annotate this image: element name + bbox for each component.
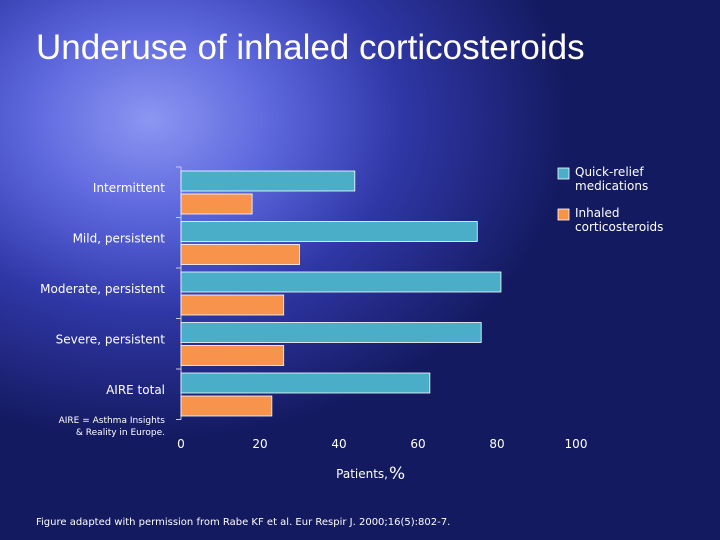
legend-label-0-line-0: Quick-relief [575,165,644,179]
category-labels: Intermittent Mild, persistent Moderate, pe… [40,181,165,397]
legend-label-1-line-1: corticosteroids [575,220,663,234]
legend-label-0-line-1: medications [575,179,648,193]
chart-axes [176,166,182,420]
slide-title: Underuse of inhaled corticosteroids [36,28,585,67]
x-tick-labels: 0 20 40 60 80 100 [177,437,587,451]
aire-note-line-1: AIRE = Asthma Insights [59,416,166,426]
bar-inhaled-4 [180,395,273,417]
bar-quick-relief-4 [180,372,431,394]
category-label-0: Intermittent [93,181,165,195]
bar-inhaled-0 [180,193,253,215]
x-tick-label-1: 20 [252,437,267,451]
legend-swatch-0 [557,167,570,180]
x-axis-unit: % [389,464,405,484]
bar-inhaled-1 [180,244,300,265]
x-tick-label-5: 100 [565,437,588,451]
bar-quick-relief-1 [180,221,478,242]
category-label-3: Severe, persistent [56,333,166,347]
legend-label-1-line-0: Inhaled [575,206,619,220]
bar-quick-relief-2 [180,271,502,293]
source-footnote: Figure adapted with permission from Rabe… [36,517,451,528]
aire-note-line-2: & Reality in Europe. [76,428,165,438]
bar-quick-relief-0 [180,170,356,192]
legend-swatch-1 [557,208,570,221]
x-axis-label: Patients, [336,467,388,481]
x-tick-label-0: 0 [177,437,185,451]
chart-bars [180,170,502,417]
x-tick-label-3: 60 [410,437,425,451]
x-tick-label-2: 40 [331,437,346,451]
category-label-2: Moderate, persistent [40,282,165,296]
bar-inhaled-2 [180,294,285,316]
category-label-1: Mild, persistent [73,232,166,246]
x-tick-label-4: 80 [489,437,504,451]
category-label-4: AIRE total [106,383,165,397]
bar-quick-relief-3 [180,322,482,343]
bar-inhaled-3 [180,345,285,366]
